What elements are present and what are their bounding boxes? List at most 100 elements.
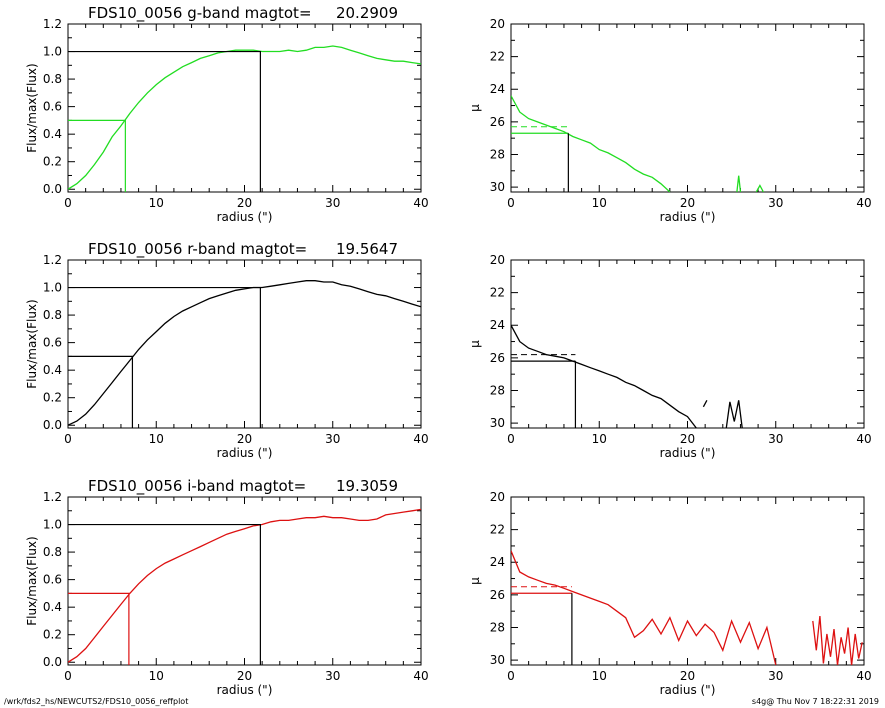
panel-r-band-growth-curve: 0 10 20 30 40 radius (") 0.0 0.2 0.4 0.6 0.8 1.0 1.2… — [25, 240, 429, 460]
plot-frame — [510, 259, 865, 429]
x-tick-label: 20 — [680, 432, 695, 446]
x-tick-label: 0 — [507, 196, 515, 210]
y-tick-label: 20 — [490, 253, 505, 267]
magtot-value: 20.2909 — [336, 4, 398, 22]
y-tick-label: 1.0 — [43, 45, 62, 59]
x-tick-label: 40 — [856, 196, 871, 210]
total-radius-marker — [68, 286, 261, 428]
x-tick-label: 10 — [149, 669, 164, 683]
y-tick-label: 0.8 — [43, 545, 62, 559]
x-tick-label: 20 — [680, 669, 695, 683]
x-tick-label: 30 — [325, 196, 340, 210]
series-group — [68, 45, 421, 192]
y-tick-label: 22 — [490, 286, 505, 300]
half-light-radius-marker — [68, 119, 126, 192]
panel-title: FDS10_0056 r-band magtot= — [88, 240, 307, 259]
profile-line — [68, 45, 421, 190]
y-tick-label: 0.0 — [43, 655, 62, 669]
profile-line-fragment — [725, 400, 743, 428]
series-group — [68, 508, 421, 665]
x-tick-label: 20 — [680, 196, 695, 210]
y-tick-label: 0.4 — [43, 363, 62, 377]
y-axis-label: μ — [468, 340, 482, 348]
total-radius-marker — [68, 523, 261, 665]
x-tick-label: 40 — [856, 669, 871, 683]
x-tick-label: 10 — [592, 669, 607, 683]
x-tick-label: 40 — [413, 196, 428, 210]
y-tick-label: 0.0 — [43, 418, 62, 432]
magtot-value: 19.3059 — [336, 477, 398, 495]
series-group — [511, 95, 764, 192]
profile-line — [511, 550, 777, 665]
y-tick-label: 28 — [490, 620, 505, 634]
magtot-value: 19.5647 — [336, 240, 398, 258]
y-tick-label: 28 — [490, 383, 505, 397]
half-light-radius-marker — [68, 592, 130, 665]
half-light-radius-marker — [68, 355, 134, 428]
y-tick-label: 0.4 — [43, 127, 62, 141]
x-tick-label: 10 — [592, 432, 607, 446]
y-tick-label: 26 — [490, 115, 505, 129]
y-tick-label: 28 — [490, 147, 505, 161]
y-tick-label: 1.0 — [43, 518, 62, 532]
y-tick-label: 0.6 — [43, 573, 62, 587]
x-axis-label: radius (") — [217, 446, 273, 460]
y-tick-label: 20 — [490, 490, 505, 504]
x-tick-label: 30 — [768, 669, 783, 683]
y-axis-label: Flux/max(Flux) — [25, 63, 39, 152]
y-tick-label: 0.2 — [43, 628, 62, 642]
profile-line-fragment — [755, 184, 764, 192]
y-tick-label: 0.2 — [43, 391, 62, 405]
x-tick-label: 0 — [507, 432, 515, 446]
y-tick-label: 30 — [490, 653, 505, 667]
panel-g-band-growth-curve: 0 10 20 30 40 radius (") 0.0 0.2 0.4 0.6 0.8 1.0 1.2… — [25, 4, 429, 224]
x-axis-label: radius (") — [660, 210, 716, 224]
profile-line-fragment — [702, 399, 708, 408]
y-tick-label: 20 — [490, 17, 505, 31]
x-tick-label: 10 — [149, 432, 164, 446]
profile-line — [68, 280, 421, 426]
y-tick-label: 0.6 — [43, 100, 62, 114]
x-tick-label: 20 — [237, 196, 252, 210]
series-group — [511, 550, 863, 665]
x-tick-label: 30 — [325, 669, 340, 683]
x-tick-label: 0 — [64, 669, 72, 683]
x-axis-label: radius (") — [217, 683, 273, 697]
y-tick-label: 22 — [490, 50, 505, 64]
x-tick-label: 30 — [768, 432, 783, 446]
y-tick-label: 0.8 — [43, 72, 62, 86]
x-tick-label: 40 — [413, 669, 428, 683]
profile-line — [511, 95, 671, 192]
x-tick-label: 0 — [64, 432, 72, 446]
y-tick-label: 22 — [490, 523, 505, 537]
y-axis-label: Flux/max(Flux) — [25, 536, 39, 625]
y-tick-label: 24 — [490, 555, 505, 569]
series-group — [511, 324, 743, 428]
x-tick-label: 40 — [413, 432, 428, 446]
x-axis-label: radius (") — [217, 210, 273, 224]
y-tick-label: 26 — [490, 351, 505, 365]
x-tick-label: 40 — [856, 432, 871, 446]
plot-frame — [67, 23, 422, 193]
total-radius-marker — [68, 50, 261, 192]
panel-i-band-growth-curve: 0 10 20 30 40 radius (") 0.0 0.2 0.4 0.6 0.8 1.0 1.2… — [25, 477, 429, 697]
profile-line — [68, 508, 421, 663]
y-tick-label: 1.2 — [43, 17, 62, 31]
x-tick-label: 30 — [768, 196, 783, 210]
panel-title: FDS10_0056 i-band magtot= — [88, 477, 306, 496]
x-tick-label: 30 — [325, 432, 340, 446]
y-tick-label: 0.4 — [43, 600, 62, 614]
y-axis-label: μ — [468, 104, 482, 112]
plot-frame — [510, 496, 865, 666]
y-tick-label: 1.2 — [43, 253, 62, 267]
x-tick-label: 0 — [507, 669, 515, 683]
x-tick-label: 20 — [237, 669, 252, 683]
y-axis-label: Flux/max(Flux) — [25, 299, 39, 388]
footer-path: /wrk/fds2_hs/NEWCUTS2/FDS10_0056_reffplo… — [4, 697, 189, 706]
y-tick-label: 26 — [490, 588, 505, 602]
profile-line-fragment — [812, 616, 863, 665]
y-tick-label: 1.2 — [43, 490, 62, 504]
y-tick-label: 1.0 — [43, 281, 62, 295]
